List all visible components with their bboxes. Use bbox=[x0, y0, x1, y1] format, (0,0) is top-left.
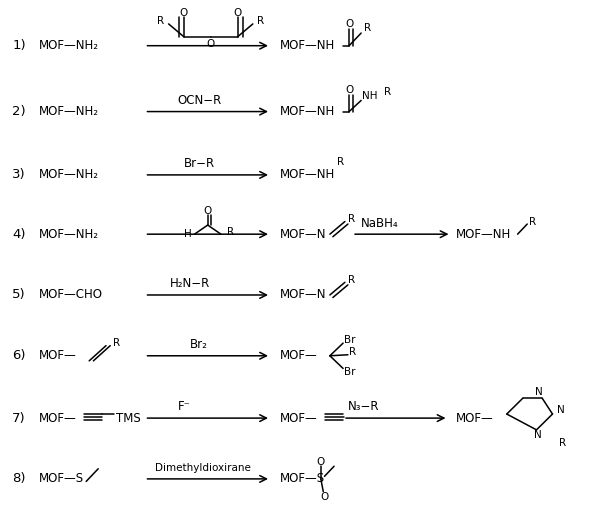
Text: H₂N−R: H₂N−R bbox=[170, 277, 210, 291]
Text: MOF—: MOF— bbox=[280, 412, 317, 424]
Text: N: N bbox=[558, 405, 565, 415]
Text: 8): 8) bbox=[12, 473, 26, 485]
Text: O: O bbox=[206, 39, 215, 49]
Text: F⁻: F⁻ bbox=[177, 401, 190, 414]
Text: MOF—NH: MOF—NH bbox=[280, 39, 335, 52]
Text: R: R bbox=[384, 87, 391, 97]
Text: OCN−R: OCN−R bbox=[177, 94, 222, 107]
Text: R: R bbox=[337, 157, 344, 166]
Text: MOF—: MOF— bbox=[456, 412, 494, 424]
Text: Br−R: Br−R bbox=[184, 157, 215, 170]
Text: H: H bbox=[184, 229, 192, 239]
Text: R: R bbox=[559, 437, 565, 448]
Text: MOF—NH₂: MOF—NH₂ bbox=[39, 39, 99, 52]
Text: 2): 2) bbox=[12, 105, 26, 118]
Text: TMS: TMS bbox=[115, 412, 141, 424]
Text: R: R bbox=[348, 214, 355, 224]
Text: MOF—S: MOF—S bbox=[39, 473, 84, 485]
Text: MOF—NH₂: MOF—NH₂ bbox=[39, 227, 99, 241]
Text: O: O bbox=[317, 457, 325, 467]
Text: 7): 7) bbox=[12, 412, 26, 424]
Text: Br₂: Br₂ bbox=[190, 338, 208, 351]
Text: N₃−R: N₃−R bbox=[348, 401, 379, 414]
Text: R: R bbox=[157, 17, 165, 26]
Text: 5): 5) bbox=[12, 288, 26, 301]
Text: O: O bbox=[234, 8, 242, 18]
Text: MOF—NH₂: MOF—NH₂ bbox=[39, 105, 99, 118]
Text: NaBH₄: NaBH₄ bbox=[361, 217, 398, 230]
Text: MOF—NH: MOF—NH bbox=[280, 105, 335, 118]
Text: MOF—NH₂: MOF—NH₂ bbox=[39, 169, 99, 181]
Text: O: O bbox=[321, 492, 328, 502]
Text: R: R bbox=[113, 338, 120, 348]
Text: R: R bbox=[349, 347, 356, 357]
Text: MOF—: MOF— bbox=[280, 349, 317, 362]
Text: MOF—S: MOF—S bbox=[280, 473, 325, 485]
Text: MOF—N: MOF—N bbox=[280, 288, 327, 301]
Text: MOF—N: MOF—N bbox=[280, 227, 327, 241]
Text: MOF—CHO: MOF—CHO bbox=[39, 288, 103, 301]
Text: 3): 3) bbox=[12, 169, 26, 181]
Text: MOF—NH: MOF—NH bbox=[280, 169, 335, 181]
Text: 1): 1) bbox=[12, 39, 26, 52]
Text: MOF—NH: MOF—NH bbox=[456, 227, 511, 241]
Text: O: O bbox=[179, 8, 188, 18]
Text: R: R bbox=[257, 17, 264, 26]
Text: MOF—: MOF— bbox=[39, 412, 77, 424]
Text: N: N bbox=[534, 430, 542, 440]
Text: O: O bbox=[345, 85, 353, 95]
Text: 6): 6) bbox=[12, 349, 26, 362]
Text: O: O bbox=[345, 20, 353, 29]
Text: NH: NH bbox=[362, 92, 378, 101]
Text: R: R bbox=[348, 275, 355, 285]
Text: N: N bbox=[535, 387, 543, 397]
Text: R: R bbox=[227, 226, 234, 237]
Text: O: O bbox=[204, 206, 212, 216]
Text: Br: Br bbox=[344, 334, 356, 344]
Text: Br: Br bbox=[344, 367, 356, 377]
Text: Dimethyldioxirane: Dimethyldioxirane bbox=[155, 463, 251, 473]
Text: MOF—: MOF— bbox=[39, 349, 77, 362]
Text: 4): 4) bbox=[12, 227, 26, 241]
Text: R: R bbox=[364, 23, 371, 33]
Text: R: R bbox=[529, 217, 536, 226]
